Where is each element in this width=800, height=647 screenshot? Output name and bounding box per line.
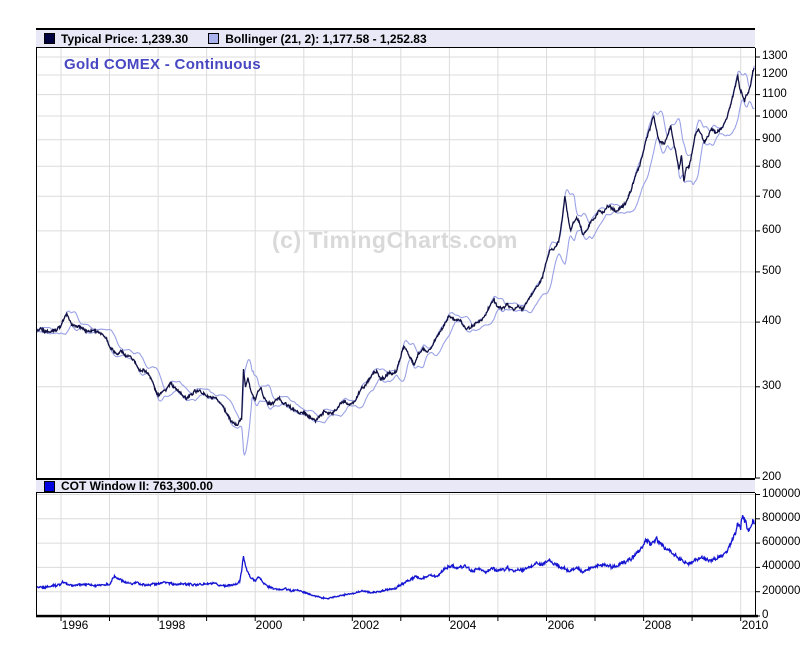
- legend-item-bollinger: Bollinger (21, 2): 1,177.58 - 1,252.83: [208, 31, 427, 46]
- price-axis-tick-label: 1100: [762, 88, 787, 100]
- cot-axis-tick-label: 1000000: [762, 488, 800, 500]
- price-axis-tick-label: 700: [762, 189, 782, 201]
- bollinger-upper-line: [36, 65, 755, 421]
- year-tick-label: 2004: [449, 618, 477, 632]
- cot-swatch-icon: [44, 480, 55, 492]
- cot-axis-tick-label: 400000: [762, 560, 800, 572]
- typical-price-legend-label: Typical Price: 1,239.30: [61, 31, 189, 46]
- gridlines: [36, 48, 755, 616]
- main-legend-strip: Typical Price: 1,239.30 Bollinger (21, 2…: [36, 28, 755, 48]
- bollinger-swatch-icon: [208, 33, 220, 44]
- year-tick-label: 1996: [61, 618, 89, 632]
- cot-legend-label: COT Window II: 763,300.00: [61, 479, 213, 493]
- bollinger-legend-label: Bollinger (21, 2): 1,177.58 - 1,252.83: [225, 31, 427, 46]
- cot-line: [36, 514, 755, 600]
- price-axis-tick-label: 1200: [762, 68, 788, 80]
- legend-item-cot: COT Window II: 763,300.00: [44, 479, 213, 493]
- axes: [36, 48, 760, 621]
- cot-axis-tick-label: 200000: [762, 585, 800, 597]
- price-axis-tick-label: 1000: [762, 109, 788, 121]
- price-axis-tick-label: 500: [762, 265, 782, 277]
- year-tick-label: 2008: [644, 618, 672, 632]
- typical-price-line: [36, 67, 755, 427]
- price-axis-tick-label: 900: [762, 133, 782, 145]
- price-axis-tick-label: 300: [762, 380, 782, 392]
- typical-price-swatch-icon: [44, 33, 55, 44]
- year-tick-label: 1998: [158, 618, 186, 632]
- legend-item-typical-price: Typical Price: 1,239.30: [44, 32, 188, 46]
- price-axis-tick-label: 1300: [762, 50, 788, 62]
- year-tick-label: 2010: [741, 618, 769, 632]
- cot-axis-tick-label: 0: [762, 609, 769, 621]
- price-axis-tick-label: 200: [762, 471, 782, 483]
- price-axis-tick-label: 800: [762, 159, 782, 171]
- chart-title: Gold COMEX - Continuous: [64, 56, 261, 73]
- cot-axis-tick-label: 600000: [762, 536, 800, 548]
- bollinger-lower-line: [36, 99, 755, 456]
- price-axis-tick-label: 400: [762, 315, 782, 327]
- x-axis-line: [36, 614, 758, 618]
- price-axis-tick-label: 600: [762, 224, 782, 236]
- year-tick-label: 2006: [547, 618, 575, 632]
- cot-axis-tick-label: 800000: [762, 512, 800, 524]
- year-tick-label: 2002: [352, 618, 380, 632]
- cot-legend-strip: COT Window II: 763,300.00: [36, 478, 755, 493]
- year-tick-label: 2000: [255, 618, 283, 632]
